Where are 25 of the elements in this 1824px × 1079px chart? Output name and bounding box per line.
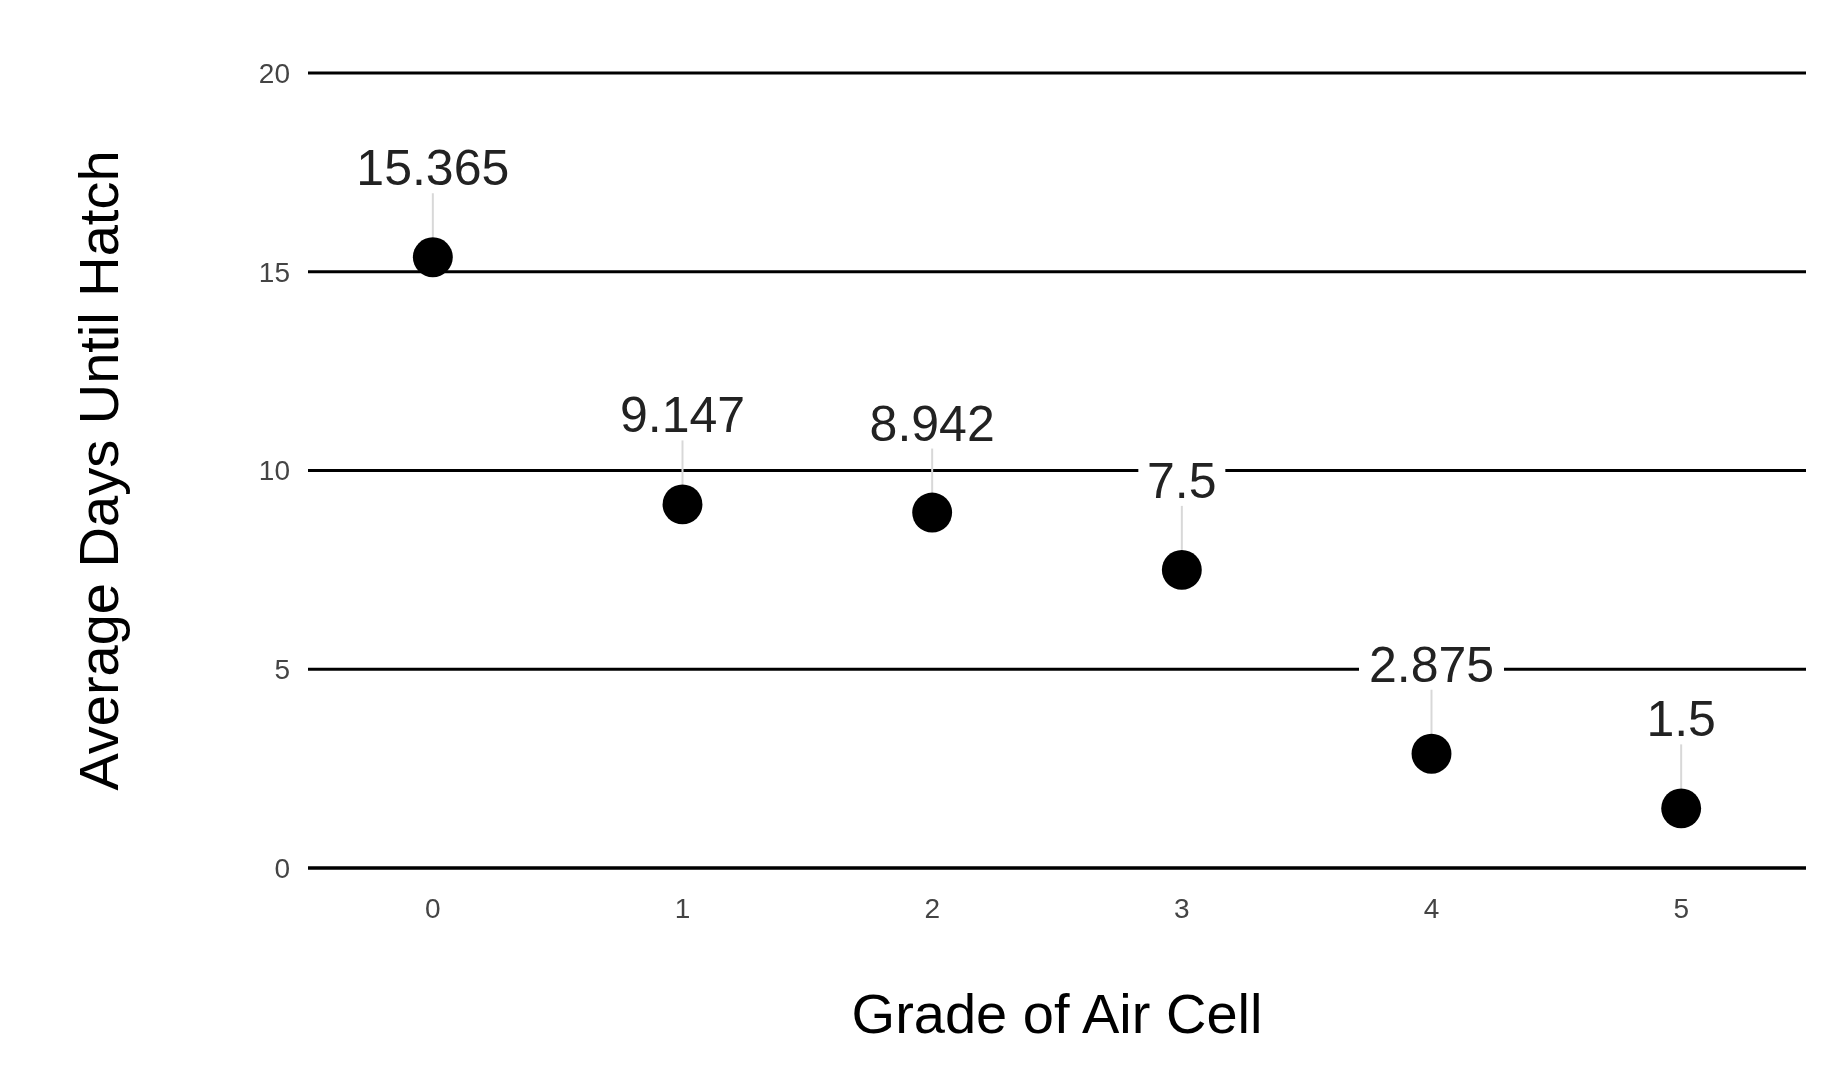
x-axis-title: Grade of Air Cell: [851, 982, 1263, 1045]
point: [662, 484, 703, 525]
data-label: 1.5: [1646, 691, 1716, 748]
y-tick-label: 5: [274, 654, 290, 686]
x-tick-label: 1: [674, 893, 691, 924]
point: [1161, 549, 1202, 590]
data-label: 15.365: [356, 140, 510, 197]
data-label: 8.942: [869, 395, 995, 452]
point: [1411, 733, 1452, 774]
x-tick-label: 2: [924, 893, 940, 924]
y-axis-title: Average Days Until Hatch: [67, 150, 130, 791]
point: [412, 237, 453, 278]
y-tick-label: 10: [258, 455, 290, 487]
x-tick-label: 0: [425, 893, 441, 924]
point: [912, 492, 953, 533]
x-tick-label: 5: [1673, 893, 1689, 924]
x-tick-label: 3: [1174, 893, 1190, 924]
x-tick-label: 4: [1423, 893, 1440, 924]
data-label: 9.147: [619, 387, 746, 444]
point: [1661, 788, 1702, 829]
y-tick-label: 0: [274, 852, 290, 884]
data-label: 2.875: [1368, 636, 1495, 693]
y-tick-label: 20: [258, 57, 290, 89]
y-tick-label: 15: [258, 256, 290, 288]
data-label: 7.5: [1147, 452, 1217, 509]
